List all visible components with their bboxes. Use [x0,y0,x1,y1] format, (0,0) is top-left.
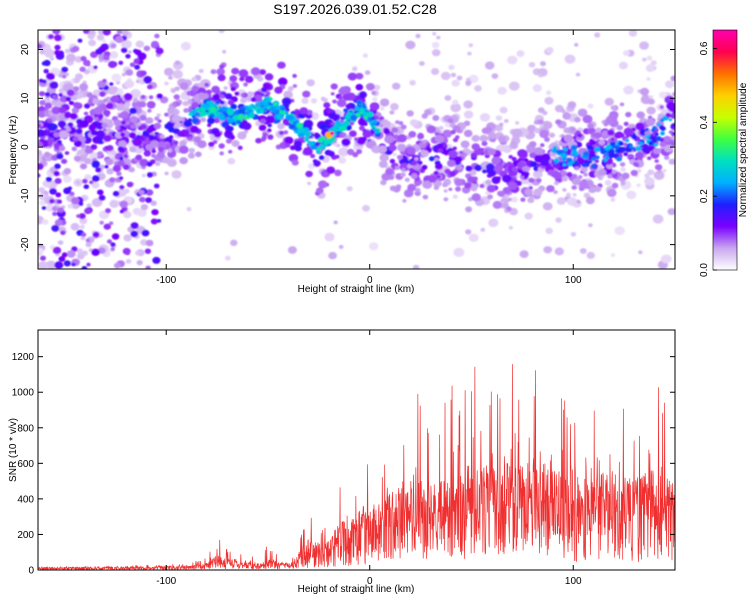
spectrogram-frame [37,29,676,270]
spectrogram-x-tick-label-1: 0 [367,275,373,286]
snr-x-tick-label-0: -100 [156,576,176,587]
snr-panel: -100 0 100 0 200 400 600 800 1000 1200 Height of… [8,329,676,595]
colorbar-tick-label-1: 0.2 [699,189,710,203]
snr-x-tick-label-1: 0 [367,576,373,587]
colorbar-gradient [713,30,737,270]
colorbar-tick-label-2: 0.4 [699,115,710,129]
snr-x-label: Height of straight line (km) [298,584,415,595]
snr-y-tick-label-5: 1000 [12,388,35,399]
snr-y-ticks: 0 200 400 600 800 1000 1200 [12,352,675,577]
spectrogram-y-tick-label-4: 20 [20,44,31,56]
spectrogram-y-tick-label-0: -20 [20,237,31,252]
snr-x-tick-label-2: 100 [565,576,582,587]
spectrogram-x-label: Height of straight line (km) [298,284,415,295]
snr-frame [37,329,676,571]
spectrogram-heatmap [38,30,675,269]
snr-y-tick-label-3: 600 [17,459,34,470]
colorbar: 0.0 0.2 0.4 0.6 Normalized spectral amplitu… [699,29,749,277]
snr-y-label: SNR (10 * v/v) [8,418,19,482]
snr-y-tick-label-0: 0 [28,566,34,577]
snr-y-tick-label-6: 1200 [12,352,35,363]
snr-y-tick-label-1: 200 [17,530,34,541]
spectrogram-x-tick-label-2: 100 [565,275,582,286]
snr-series-line [38,364,675,570]
spectrogram-x-tick-label-0: -100 [156,275,176,286]
colorbar-tick-label-0: 0.0 [699,263,710,277]
colorbar-ticks: 0.0 0.2 0.4 0.6 [699,41,717,277]
spectrogram-x-ticks: -100 0 100 [156,30,582,286]
chart-title: S197.2026.039.01.52.C28 [273,1,437,17]
colorbar-tick-label-3: 0.6 [699,41,710,55]
spectrogram-y-tick-label-1: -10 [20,188,31,203]
spectrogram-y-ticks: -20 -10 0 10 20 [20,44,675,252]
snr-x-ticks: -100 0 100 [156,330,582,587]
spectrogram-y-label: Frequency (Hz) [8,116,19,185]
colorbar-frame [712,29,738,271]
snr-y-tick-label-4: 800 [17,423,34,434]
spectrogram-y-tick-label-3: 10 [20,92,31,104]
spectrogram-y-tick-label-2: 0 [20,144,31,150]
colorbar-label: Normalized spectral amplitude [738,82,749,217]
snr-y-tick-label-2: 400 [17,494,34,505]
